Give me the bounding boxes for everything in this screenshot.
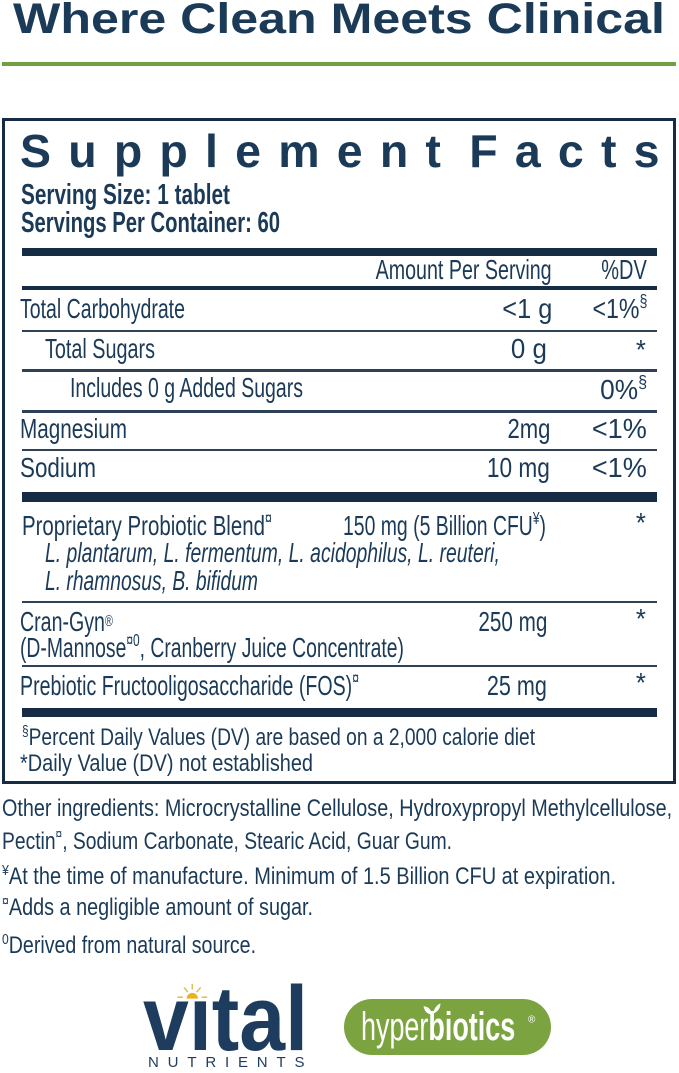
svg-text:®: ® [528, 1015, 536, 1026]
svg-text:hyperbiotics: hyperbiotics [361, 1005, 515, 1050]
